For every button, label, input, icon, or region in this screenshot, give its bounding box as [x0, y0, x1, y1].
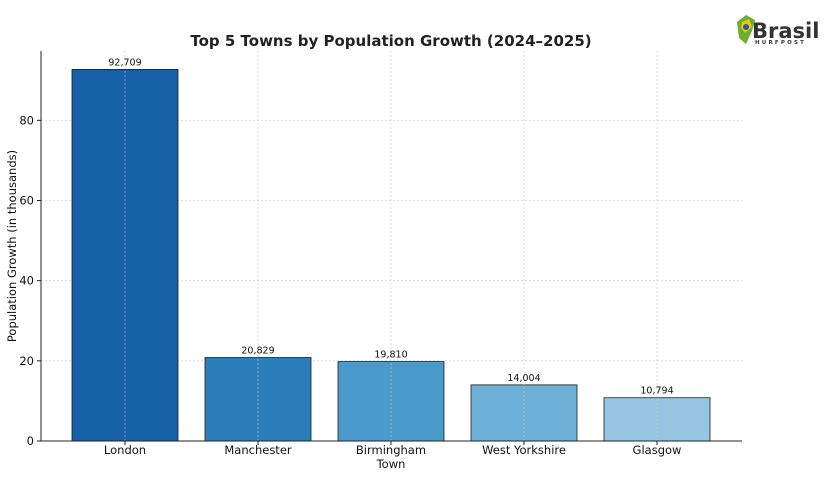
logo-name: Brasil	[752, 19, 819, 43]
bar-birmingham	[337, 361, 445, 442]
y-tick-label: 80	[19, 113, 34, 127]
x-tick-label: Manchester	[224, 443, 292, 457]
y-tick-label: 60	[19, 194, 34, 208]
x-ticks: London Manchester Birmingham West Yorkshire…	[104, 441, 682, 457]
data-label: 10,794	[640, 386, 673, 397]
data-label: 19,810	[374, 350, 407, 361]
y-tick-label: 40	[19, 274, 34, 288]
x-tick-label: West Yorkshire	[482, 443, 566, 457]
x-tick-label: Birmingham	[356, 443, 426, 457]
flag-leaf-icon	[737, 15, 755, 44]
x-tick-label: London	[104, 443, 146, 457]
data-label: 92,709	[108, 57, 141, 68]
data-label: 14,004	[507, 373, 540, 384]
grid-lines-vertical	[124, 51, 658, 441]
y-tick-label: 20	[19, 354, 34, 368]
y-axis-title: Population Growth (in thousands)	[5, 150, 19, 342]
data-label: 20,829	[241, 346, 274, 357]
chart-title: Top 5 Towns by Population Growth (2024–2…	[190, 32, 591, 50]
data-labels: 92,709 20,829 19,810 14,004 10,794	[108, 57, 673, 396]
y-ticks: 0 20 40 60 80	[19, 113, 41, 448]
y-tick-label: 0	[27, 434, 34, 448]
x-axis-title: Town	[376, 457, 406, 471]
x-tick-label: Glasgow	[633, 443, 682, 457]
logo-subtitle: HURFPOST	[755, 40, 806, 46]
brand-logo: Brasil HURFPOST	[737, 15, 819, 46]
